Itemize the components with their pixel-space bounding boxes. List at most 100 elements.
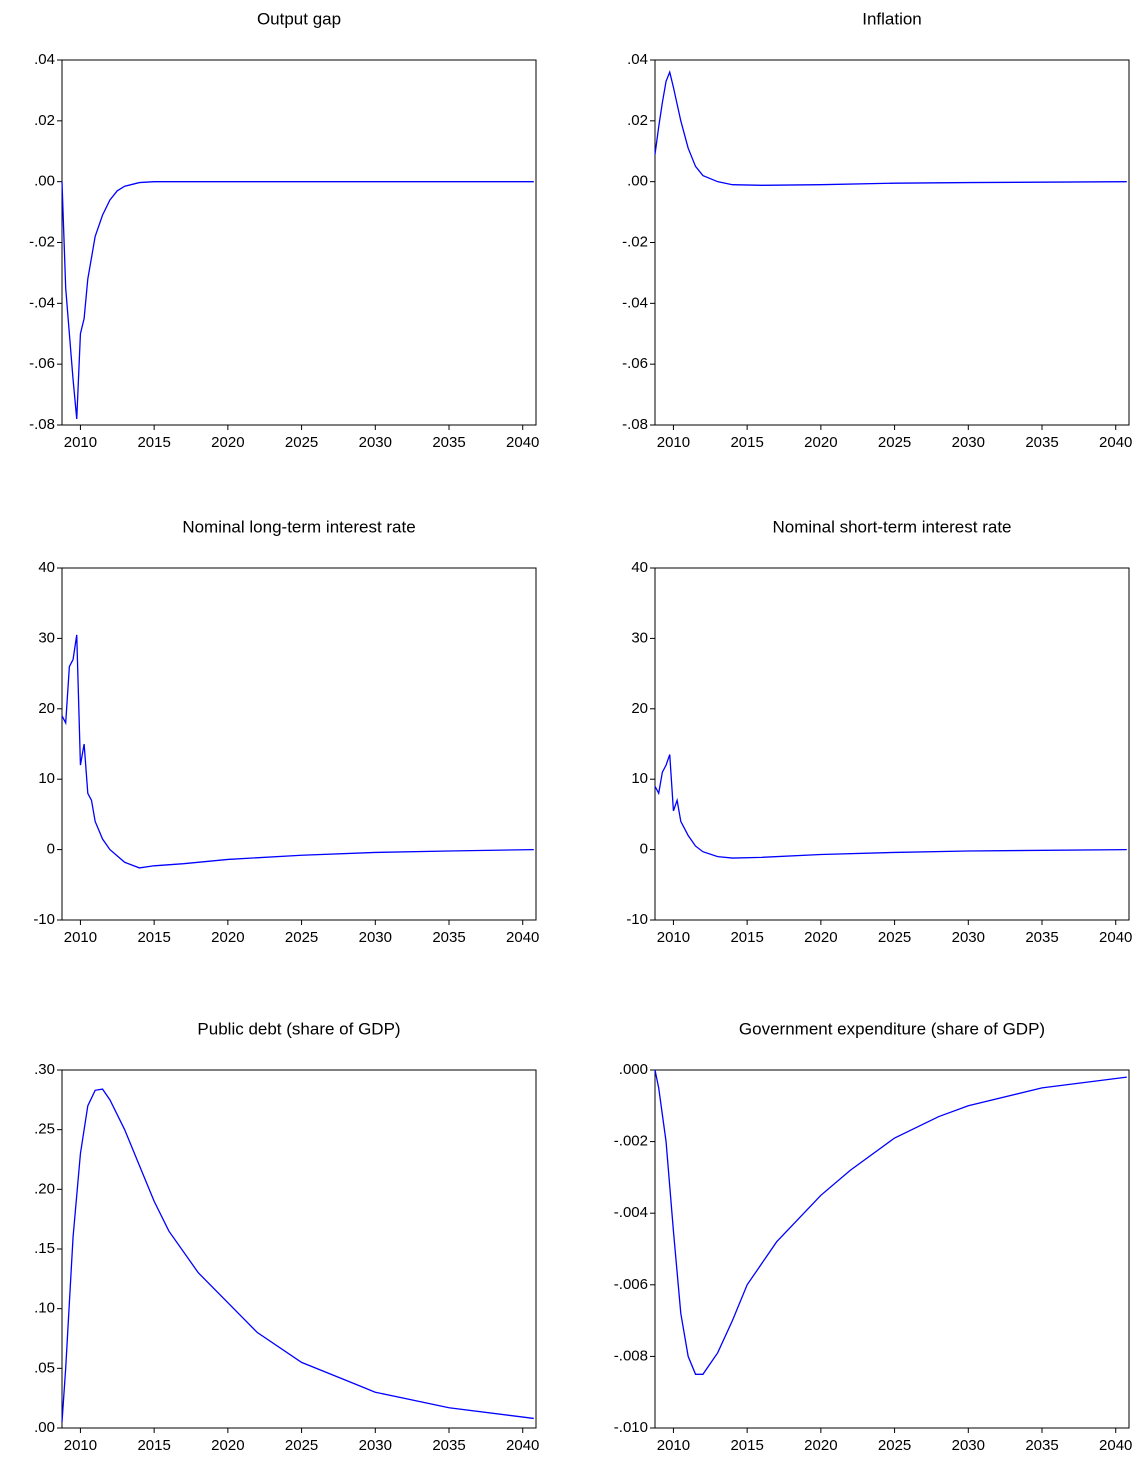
- y-tick-label: 0: [640, 841, 648, 858]
- y-tick-label: .30: [34, 1061, 55, 1078]
- chart-title: Public debt (share of GDP): [197, 1019, 400, 1038]
- x-tick-label: 2030: [359, 929, 392, 946]
- x-tick-label: 2015: [730, 1437, 763, 1454]
- plot-frame: [61, 59, 537, 426]
- x-tick-label: 2040: [506, 434, 539, 451]
- x-tick-label: 2010: [64, 1437, 97, 1454]
- x-tick-label: 2025: [878, 1437, 911, 1454]
- chart-title: Nominal long-term interest rate: [182, 517, 415, 536]
- x-tick-label: 2040: [506, 929, 539, 946]
- y-tick-label: -.02: [622, 233, 648, 250]
- x-tick-label: 2015: [137, 1437, 170, 1454]
- y-tick-label: -.008: [614, 1347, 648, 1364]
- x-tick-label: 2030: [359, 1437, 392, 1454]
- y-tick-label: -.010: [614, 1419, 648, 1436]
- y-tick-label: 20: [38, 700, 55, 717]
- y-tick-label: -.04: [29, 294, 55, 311]
- x-tick-label: 2035: [432, 929, 465, 946]
- y-tick-label: 10: [631, 770, 648, 787]
- x-tick-label: 2015: [137, 929, 170, 946]
- plot-frame: [61, 567, 537, 921]
- y-tick-label: .04: [34, 51, 55, 68]
- plot-frame: [654, 567, 1130, 921]
- data-line: [654, 754, 1127, 859]
- y-tick-label: -.08: [29, 416, 55, 433]
- chart-title: Inflation: [862, 9, 922, 28]
- x-tick-label: 2035: [1025, 434, 1058, 451]
- y-tick-label: -.006: [614, 1276, 648, 1293]
- y-tick-label: .05: [34, 1359, 55, 1376]
- y-tick-label: .00: [627, 173, 648, 190]
- y-tick-label: 20: [631, 700, 648, 717]
- plot-frame: [654, 1069, 1130, 1429]
- x-tick-label: 2025: [285, 929, 318, 946]
- x-tick-label: 2035: [432, 434, 465, 451]
- y-tick-label: 0: [47, 841, 55, 858]
- x-tick-label: 2020: [211, 929, 244, 946]
- y-tick-label: 30: [38, 629, 55, 646]
- data-line: [654, 70, 1127, 186]
- y-tick-label: .25: [34, 1121, 55, 1138]
- x-tick-label: 2025: [285, 1437, 318, 1454]
- y-tick-label: .00: [34, 173, 55, 190]
- x-tick-label: 2020: [804, 1437, 837, 1454]
- data-line: [61, 181, 534, 419]
- chart-title: Nominal short-term interest rate: [772, 517, 1011, 536]
- y-tick-label: .000: [619, 1061, 648, 1078]
- y-tick-label: -10: [33, 911, 55, 928]
- x-tick-label: 2020: [211, 434, 244, 451]
- data-line: [654, 1069, 1127, 1375]
- x-tick-label: 2020: [804, 929, 837, 946]
- x-tick-label: 2030: [359, 434, 392, 451]
- plot-frame: [61, 1069, 537, 1429]
- y-tick-label: 30: [631, 629, 648, 646]
- y-tick-label: -.04: [622, 294, 648, 311]
- y-tick-label: .00: [34, 1419, 55, 1436]
- x-tick-label: 2040: [1099, 1437, 1132, 1454]
- y-tick-label: .04: [627, 51, 648, 68]
- y-tick-label: -.004: [614, 1204, 648, 1221]
- x-tick-label: 2025: [878, 929, 911, 946]
- x-tick-label: 2030: [952, 434, 985, 451]
- y-tick-label: .10: [34, 1300, 55, 1317]
- chart-title: Government expenditure (share of GDP): [739, 1019, 1045, 1038]
- data-line: [61, 634, 534, 869]
- x-tick-label: 2010: [657, 929, 690, 946]
- x-tick-label: 2035: [1025, 929, 1058, 946]
- data-line: [61, 1088, 534, 1423]
- chart-title: Output gap: [257, 9, 341, 28]
- y-tick-label: .20: [34, 1180, 55, 1197]
- x-tick-label: 2015: [137, 434, 170, 451]
- x-tick-label: 2025: [285, 434, 318, 451]
- x-tick-label: 2010: [657, 1437, 690, 1454]
- x-tick-label: 2040: [506, 1437, 539, 1454]
- x-tick-label: 2015: [730, 929, 763, 946]
- plot-frame: [654, 59, 1130, 426]
- y-tick-label: .15: [34, 1240, 55, 1257]
- x-tick-label: 2035: [432, 1437, 465, 1454]
- y-tick-label: .02: [34, 112, 55, 129]
- y-tick-label: -.06: [29, 355, 55, 372]
- y-tick-label: 40: [631, 559, 648, 576]
- x-tick-label: 2030: [952, 1437, 985, 1454]
- x-tick-label: 2015: [730, 434, 763, 451]
- y-tick-label: 10: [38, 770, 55, 787]
- y-tick-label: 40: [38, 559, 55, 576]
- x-tick-label: 2010: [64, 434, 97, 451]
- y-tick-label: .02: [627, 112, 648, 129]
- y-tick-label: -10: [626, 911, 648, 928]
- x-tick-label: 2040: [1099, 929, 1132, 946]
- x-tick-label: 2010: [657, 434, 690, 451]
- y-tick-label: -.02: [29, 233, 55, 250]
- x-tick-label: 2020: [211, 1437, 244, 1454]
- y-tick-label: -.002: [614, 1133, 648, 1150]
- x-tick-label: 2010: [64, 929, 97, 946]
- x-tick-label: 2025: [878, 434, 911, 451]
- y-tick-label: -.08: [622, 416, 648, 433]
- y-tick-label: -.06: [622, 355, 648, 372]
- x-tick-label: 2035: [1025, 1437, 1058, 1454]
- x-tick-label: 2020: [804, 434, 837, 451]
- x-tick-label: 2030: [952, 929, 985, 946]
- x-tick-label: 2040: [1099, 434, 1132, 451]
